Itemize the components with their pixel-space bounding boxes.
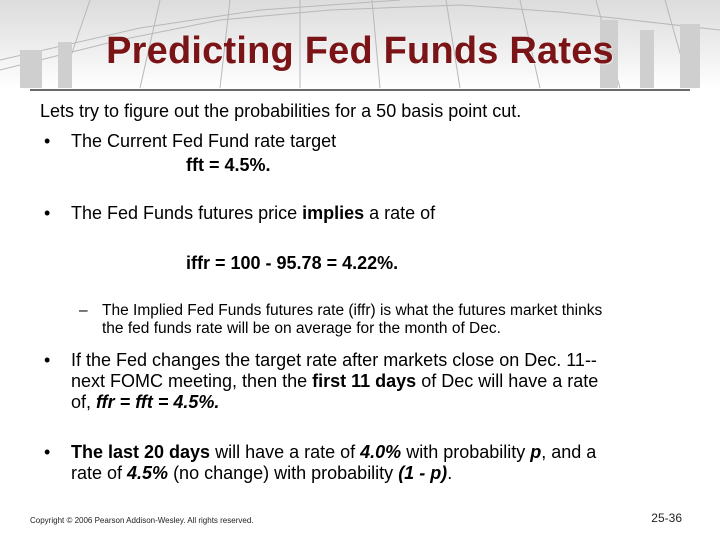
bullet-3-line-2-bold: first 11 days [312,371,417,391]
bullet-4-line-2-b: (no change) with probability [168,463,399,483]
bullet-4-symbol: • [44,442,51,462]
bullet-2-text: The Fed Funds futures price implies a ra… [71,203,435,224]
bullet-1-text: The Current Fed Fund rate target [71,131,337,151]
bullet-4-line-1-a: will have a rate of [210,442,361,462]
bullet-3-line-2-pre: next FOMC meeting, then the [71,371,313,391]
page-number: 25-36 [651,511,682,525]
sub-dash-symbol: – [79,302,88,319]
bullet-2-bold: implies [302,203,365,223]
bullet-2-symbol: • [44,203,51,223]
bullet-3-line-2: next FOMC meeting, then the first 11 day… [71,371,598,392]
slide-title: Predicting Fed Funds Rates [106,30,614,72]
bullet-1-formula: fft = 4.5%. [186,155,271,175]
intro-text: Lets try to figure out the probabilities… [40,101,522,121]
bullet-4-line-2-c: . [447,463,453,483]
bullet-4-line-2-rate: 4.5% [127,463,169,483]
header-banner: Predicting Fed Funds Rates [0,0,720,88]
bullet-4-line-1: The last 20 days will have a rate of 4.0… [71,442,596,463]
bullet-3-line-2-post: of Dec will have a rate [416,371,599,391]
bullet-4-line-1-p: p [530,442,542,462]
sub-line-2: the fed funds rate will be on average fo… [102,320,501,337]
bullet-4-line-2-a: rate of [71,463,128,483]
stock-exchange-banner-image [0,0,720,88]
bullet-4-line-1-b: with probability [401,442,531,462]
bullet-2-post: a rate of [364,203,436,223]
bullet-3-line-3: of, ffr = fft = 4.5%. [71,392,219,413]
bullet-3-line-3-pre: of, [71,392,97,412]
bullet-4-line-1-bold: The last 20 days [71,442,211,462]
bullet-3-symbol: • [44,350,51,370]
bullet-4-line-1-c: , and a [541,442,597,462]
title-underline [30,89,690,91]
copyright-footer: Copyright © 2006 Pearson Addison-Wesley.… [30,516,254,525]
bullet-3-line-3-formula: ffr = fft = 4.5%. [96,392,220,412]
bullet-1-symbol: • [44,131,51,151]
bullet-4-line-2: rate of 4.5% (no change) with probabilit… [71,463,452,484]
bullet-2-formula: iffr = 100 - 95.78 = 4.22%. [186,253,399,273]
bullet-3-line-1: If the Fed changes the target rate after… [71,350,597,370]
bullet-4-line-2-p: (1 - p) [398,463,448,483]
sub-line-1: The Implied Fed Funds futures rate (iffr… [102,302,603,319]
bullet-2-pre: The Fed Funds futures price [71,203,303,223]
bullet-4-line-1-rate: 4.0% [360,442,402,462]
